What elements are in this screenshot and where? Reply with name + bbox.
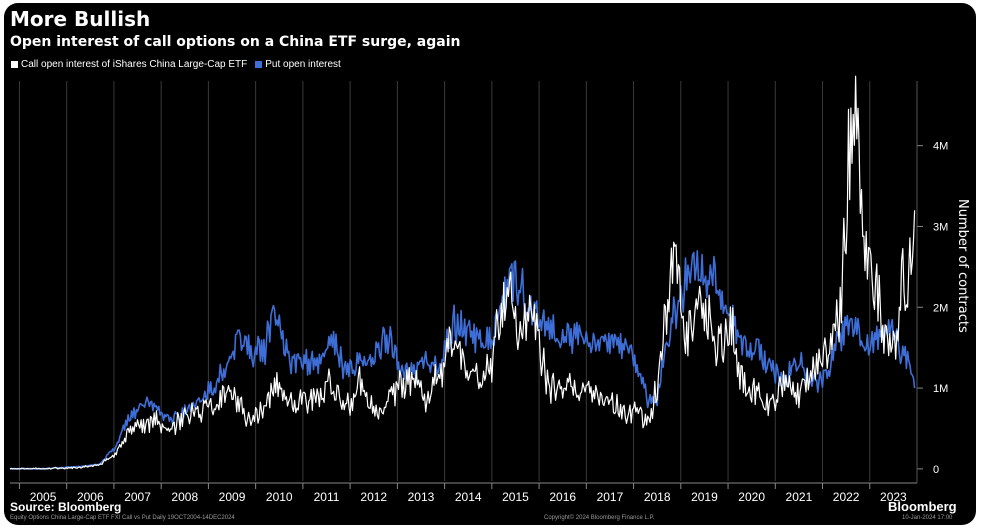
y-tick-label-4: 4M bbox=[933, 141, 948, 153]
x-tick-label-2019: 2019 bbox=[691, 490, 718, 504]
copyright: Copyright© 2024 Bloomberg Finance L.P. bbox=[544, 515, 655, 521]
x-tick-label-2016: 2016 bbox=[549, 490, 576, 504]
source-note: Source: Bloomberg bbox=[10, 500, 122, 514]
x-tick-label-2013: 2013 bbox=[408, 490, 435, 504]
x-tick-label-2022: 2022 bbox=[833, 490, 860, 504]
x-tick-label-2011: 2011 bbox=[314, 490, 340, 504]
legend-item-call: Call open interest of iShares China Larg… bbox=[11, 59, 247, 70]
y-tick-label-0: 0 bbox=[933, 464, 939, 476]
put-swatch-icon bbox=[255, 61, 263, 68]
x-tick-label-2006: 2006 bbox=[77, 490, 104, 504]
legend-item-put: Put open interest bbox=[255, 59, 341, 70]
x-tick-label-2014: 2014 bbox=[455, 490, 482, 504]
x-tick-label-2010: 2010 bbox=[266, 490, 293, 504]
x-tick-label-2023: 2023 bbox=[880, 490, 907, 504]
series-line-put bbox=[10, 250, 916, 470]
x-tick-label-2007: 2007 bbox=[124, 490, 151, 504]
x-tick-label-2012: 2012 bbox=[360, 490, 387, 504]
x-tick-label-2015: 2015 bbox=[502, 490, 529, 504]
footnote: Equity Options China Large-Cap ETF FXI C… bbox=[10, 515, 235, 521]
chart-frame: 2005 2006 2007 2008 2009 2010 2011 2012 2013 2014… bbox=[4, 3, 976, 525]
brand-logo: Bloomberg bbox=[888, 499, 957, 514]
series-line-call bbox=[9, 75, 916, 470]
y-tick-label-3: 3M bbox=[933, 221, 948, 233]
x-tick-label-2021: 2021 bbox=[786, 490, 813, 504]
grid bbox=[18, 81, 871, 481]
axes: 2005 2006 2007 2008 2009 2010 2011 2012 2013 2014… bbox=[10, 81, 970, 504]
date-stamp: 10-Jan-2024 17:00 bbox=[902, 515, 953, 521]
y-axis-label: Number of contracts bbox=[955, 199, 970, 333]
series-layer bbox=[9, 75, 916, 470]
legend-label-call: Call open interest of iShares China Larg… bbox=[21, 59, 248, 70]
chart-subtitle: Open interest of call options on a China… bbox=[10, 34, 461, 50]
chart-canvas: 2005 2006 2007 2008 2009 2010 2011 2012 2013 2014… bbox=[9, 75, 970, 504]
legend: Call open interest of iShares China Larg… bbox=[11, 59, 341, 70]
y-tick-label-2: 2M bbox=[933, 302, 948, 314]
x-tick-label-2008: 2008 bbox=[171, 490, 198, 504]
x-tick-label-2017: 2017 bbox=[597, 490, 624, 504]
x-tick-label-2005: 2005 bbox=[30, 490, 57, 504]
y-tick-label-1: 1M bbox=[933, 383, 948, 395]
x-tick-label-2020: 2020 bbox=[738, 490, 765, 504]
x-tick-label-2018: 2018 bbox=[644, 490, 671, 504]
call-swatch-icon bbox=[11, 61, 18, 68]
chart-title: More Bullish bbox=[10, 7, 151, 31]
x-tick-label-2009: 2009 bbox=[219, 490, 246, 504]
legend-label-put: Put open interest bbox=[265, 59, 341, 70]
